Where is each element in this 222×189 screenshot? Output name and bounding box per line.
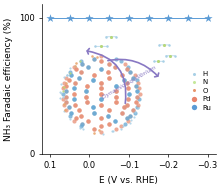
X-axis label: E (V vs. RHE): E (V vs. RHE) bbox=[99, 176, 158, 185]
Point bbox=[107, 16, 111, 19]
Point bbox=[110, 129, 114, 132]
Point bbox=[79, 60, 82, 63]
Point bbox=[166, 16, 170, 19]
Point bbox=[61, 86, 65, 89]
Point bbox=[61, 89, 65, 92]
Point bbox=[78, 127, 82, 130]
Point bbox=[59, 92, 63, 95]
Text: Dynamic equilibrium: Dynamic equilibrium bbox=[101, 66, 157, 100]
Point bbox=[61, 96, 64, 99]
Point bbox=[68, 67, 71, 70]
Point bbox=[81, 128, 85, 131]
Point bbox=[63, 109, 66, 112]
Legend: H, N, O, Pd, Ru: H, N, O, Pd, Ru bbox=[184, 68, 214, 114]
Point bbox=[128, 122, 132, 125]
Point bbox=[48, 16, 52, 19]
Point bbox=[59, 82, 63, 85]
Point bbox=[62, 76, 66, 79]
Point bbox=[59, 96, 62, 99]
Point bbox=[69, 118, 72, 121]
Point bbox=[136, 107, 139, 110]
Point bbox=[64, 81, 68, 84]
Point bbox=[69, 71, 72, 74]
Point bbox=[132, 115, 135, 118]
Point bbox=[63, 86, 66, 89]
Point bbox=[186, 16, 190, 19]
Point bbox=[119, 128, 123, 131]
Point bbox=[121, 124, 125, 127]
Point bbox=[58, 91, 61, 94]
Point bbox=[65, 74, 69, 77]
Point bbox=[127, 16, 131, 19]
Point bbox=[88, 16, 91, 19]
Point bbox=[65, 74, 69, 77]
Point bbox=[95, 56, 99, 59]
Point bbox=[65, 74, 68, 77]
Point bbox=[93, 131, 96, 134]
Point bbox=[68, 16, 71, 19]
Point bbox=[101, 132, 105, 135]
Y-axis label: NH₃ Faradaic efficiency (%): NH₃ Faradaic efficiency (%) bbox=[4, 17, 13, 141]
Point bbox=[97, 129, 101, 132]
Point bbox=[134, 111, 137, 114]
Point bbox=[62, 103, 65, 106]
Point bbox=[73, 65, 77, 68]
Point bbox=[111, 129, 115, 132]
Point bbox=[206, 16, 209, 19]
Point bbox=[73, 64, 77, 67]
Point bbox=[74, 62, 78, 65]
Point bbox=[147, 16, 150, 19]
Point bbox=[91, 55, 94, 58]
Point bbox=[63, 109, 67, 112]
Point bbox=[129, 118, 133, 121]
